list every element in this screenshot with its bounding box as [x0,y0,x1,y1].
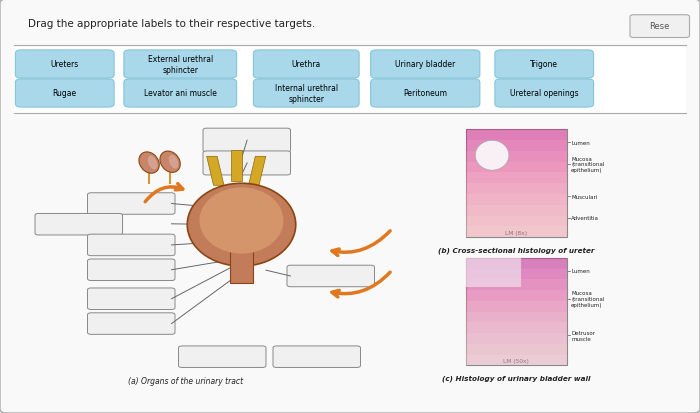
FancyBboxPatch shape [35,214,122,235]
Text: Detrusor
muscle: Detrusor muscle [571,330,595,341]
Text: Adventitia: Adventitia [571,216,599,221]
FancyBboxPatch shape [88,259,175,281]
Text: Internal urethral
sphincter: Internal urethral sphincter [274,84,338,103]
Text: Levator ani muscle: Levator ani muscle [144,89,217,98]
Text: Rugae: Rugae [52,89,77,98]
FancyBboxPatch shape [15,51,114,79]
Text: Urethra: Urethra [292,60,321,69]
FancyBboxPatch shape [371,51,480,79]
FancyBboxPatch shape [15,80,114,108]
FancyBboxPatch shape [495,80,594,108]
Text: Ureteral openings: Ureteral openings [510,89,579,98]
FancyBboxPatch shape [253,51,359,79]
Bar [466,130,567,141]
Bar [466,355,567,366]
FancyBboxPatch shape [14,47,686,114]
Ellipse shape [187,184,295,266]
FancyBboxPatch shape [124,51,237,79]
FancyBboxPatch shape [88,288,175,310]
FancyBboxPatch shape [124,80,237,108]
FancyBboxPatch shape [178,346,266,368]
FancyBboxPatch shape [466,258,567,366]
Text: Urinary bladder: Urinary bladder [395,60,456,69]
Text: Trigone: Trigone [531,60,559,69]
FancyBboxPatch shape [88,193,175,215]
Ellipse shape [139,152,160,174]
Text: (c) Histology of urinary bladder wall: (c) Histology of urinary bladder wall [442,375,591,381]
Polygon shape [206,157,224,186]
FancyBboxPatch shape [495,51,594,79]
FancyBboxPatch shape [88,313,175,335]
Text: Ureters: Ureters [50,60,79,69]
Bar [466,205,567,216]
Bar [466,184,567,195]
Bar [466,258,522,287]
Bar [466,258,567,269]
FancyBboxPatch shape [203,152,290,176]
FancyBboxPatch shape [88,235,175,256]
Text: LM (8x): LM (8x) [505,230,527,235]
FancyBboxPatch shape [371,80,480,108]
Bar [230,246,253,283]
Bar [466,280,567,290]
Bar [466,227,567,237]
Polygon shape [231,151,241,182]
Ellipse shape [148,156,158,170]
Bar [466,162,567,173]
Text: Lumen: Lumen [571,268,590,273]
Text: Drag the appropriate labels to their respective targets.: Drag the appropriate labels to their res… [28,19,315,28]
Text: Lumen: Lumen [571,140,590,145]
Text: Musculari: Musculari [571,194,598,199]
Text: LM (50x): LM (50x) [503,358,529,363]
Text: Peritoneum: Peritoneum [403,89,447,98]
FancyBboxPatch shape [203,129,290,153]
FancyBboxPatch shape [630,16,690,38]
FancyBboxPatch shape [466,130,567,237]
Ellipse shape [475,141,509,171]
FancyBboxPatch shape [273,346,360,368]
Bar [466,141,567,152]
Ellipse shape [199,188,284,254]
Bar [466,301,567,312]
Bar [466,312,567,323]
Bar [466,173,567,184]
Polygon shape [248,157,266,186]
Ellipse shape [169,155,178,169]
Bar [466,290,567,301]
Bar [466,333,567,344]
Ellipse shape [160,152,181,173]
Text: External urethral
sphincter: External urethral sphincter [148,55,213,74]
FancyBboxPatch shape [253,80,359,108]
Text: (b) Cross-sectional histology of ureter: (b) Cross-sectional histology of ureter [438,247,594,253]
Bar [466,152,567,162]
Bar [466,323,567,333]
FancyBboxPatch shape [287,266,375,287]
Bar [466,344,567,355]
Bar [466,195,567,205]
Text: Mucosa
(transitional
epithelium): Mucosa (transitional epithelium) [571,291,605,307]
Text: Rese: Rese [649,22,670,31]
Bar [466,269,567,280]
Bar [466,216,567,227]
Text: (a) Organs of the urinary tract: (a) Organs of the urinary tract [128,376,243,385]
Text: Mucosa
(transitional
epithelium): Mucosa (transitional epithelium) [571,156,605,173]
